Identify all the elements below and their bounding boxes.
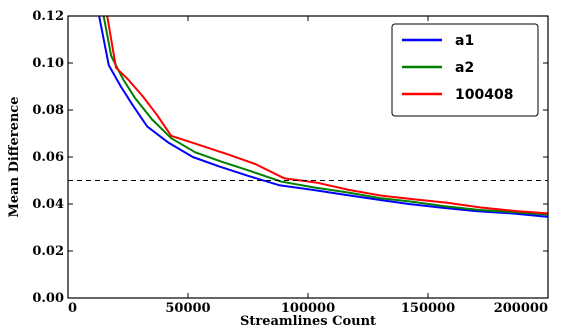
legend: a1 a2 100408 xyxy=(391,23,539,117)
y-tick-label: 0.02 xyxy=(32,244,64,259)
ticks-layer: 0 50000 100000 150000 200000 0.00 0.02 0.04 0.06… xyxy=(32,9,549,316)
x-axis-label: Streamlines Count xyxy=(240,314,376,329)
y-axis-label: Mean Difference xyxy=(7,97,22,218)
x-tick-label: 150000 xyxy=(401,301,455,316)
y-tick-label: 0.08 xyxy=(32,103,64,118)
series-line-2 xyxy=(102,16,548,216)
series-line-3 xyxy=(106,16,548,215)
y-tick-label: 0.12 xyxy=(32,9,64,24)
x-tick-label: 0 xyxy=(68,301,77,316)
legend-label: 100408 xyxy=(455,87,513,103)
legend-label: a1 xyxy=(455,33,474,49)
y-tick-label: 0.06 xyxy=(32,150,64,165)
x-tick-label: 100000 xyxy=(281,301,335,316)
x-tick-label: 50000 xyxy=(165,301,210,316)
y-tick-label: 0.00 xyxy=(32,291,64,306)
legend-label: a2 xyxy=(455,60,474,76)
x-tick-label: 200000 xyxy=(494,301,548,316)
y-tick-label: 0.04 xyxy=(32,197,64,212)
y-tick-label: 0.10 xyxy=(32,56,64,71)
series-line-1 xyxy=(98,16,548,218)
series-layer xyxy=(98,16,548,218)
